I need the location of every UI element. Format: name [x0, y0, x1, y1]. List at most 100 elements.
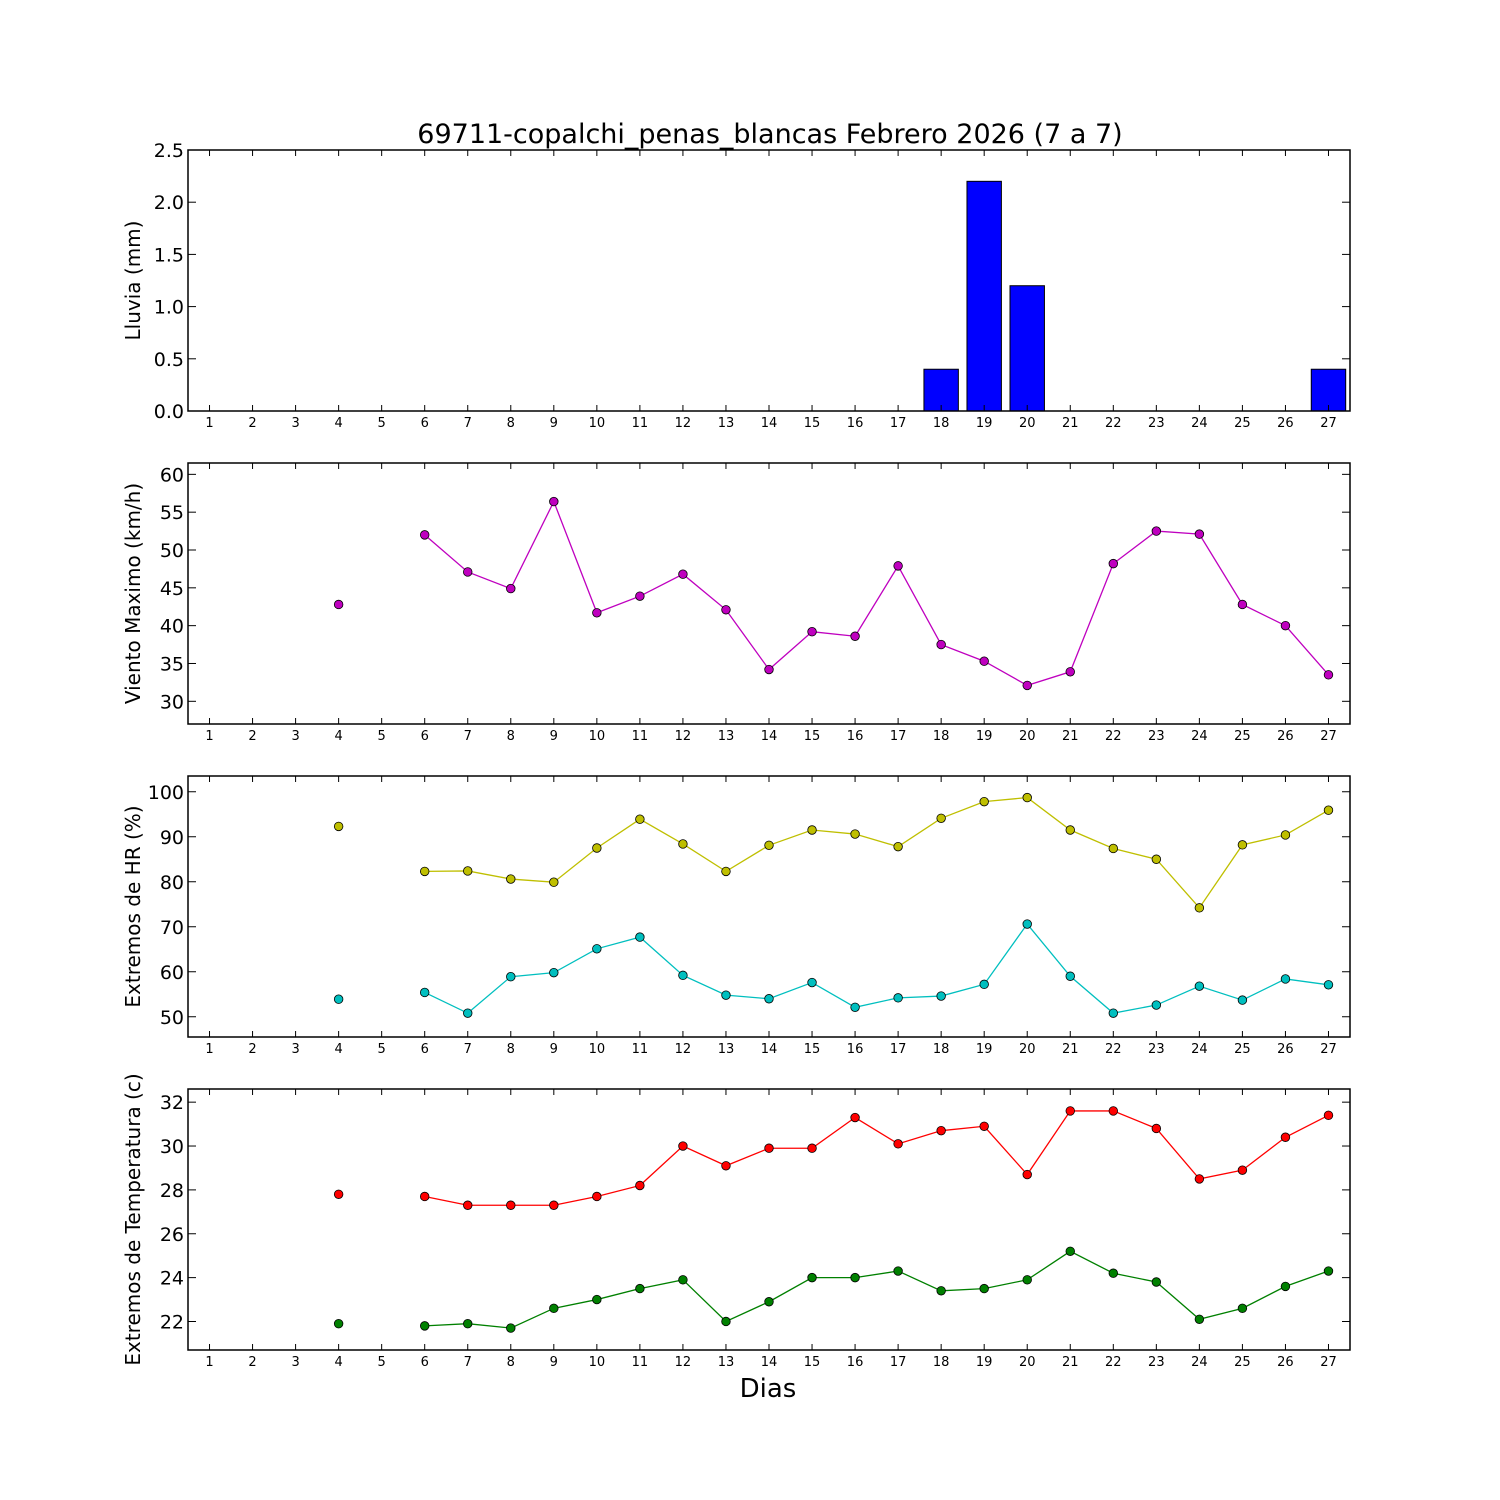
hr-series-0-line-1	[424, 796, 1329, 909]
hr-series-0-point-day-27	[1323, 805, 1334, 815]
x-tick-label: 15	[804, 416, 821, 431]
hr-series-0-point-day-14	[764, 840, 774, 851]
hr-series-0-point-day-4	[333, 821, 344, 832]
x-tick-label: 27	[1320, 729, 1337, 744]
viento-series-0-point-day-25	[1237, 599, 1248, 610]
hr-series-0-point-day-20	[1022, 792, 1032, 803]
x-tick-label: 11	[632, 1042, 649, 1057]
x-tick-label: 16	[847, 1355, 864, 1370]
x-tick-label: 3	[291, 1042, 299, 1057]
y-tick-label: 40	[160, 616, 184, 638]
hr-series-1-point-day-15	[807, 977, 817, 988]
hr-series-1-line-1	[424, 922, 1329, 1014]
temperatura-series-1-point-day-12	[678, 1275, 688, 1285]
viento-series-0-point-day-10	[592, 608, 602, 618]
x-tick-label: 17	[890, 729, 907, 744]
hr-series-1-point-day-7	[463, 1008, 473, 1018]
hr-series-1-point-day-27	[1323, 980, 1334, 990]
x-tick-label: 25	[1234, 1355, 1251, 1370]
hr-series-0-point-day-15	[807, 825, 817, 835]
hr-series-0-point-day-11	[635, 814, 645, 824]
y-tick-label: 0.0	[154, 401, 184, 423]
temperatura-series-0-point-day-24	[1194, 1174, 1205, 1184]
x-tick-label: 25	[1234, 729, 1251, 744]
temperatura-series-0-point-day-12	[678, 1141, 688, 1151]
viento-series-0-point-day-7	[463, 567, 473, 577]
y-tick-label: 90	[160, 827, 184, 849]
hr-series-1-point-day-23	[1151, 1000, 1162, 1010]
hr-series-0-point-day-18	[936, 813, 946, 824]
y-tick-label: 2.0	[154, 192, 184, 214]
temperatura-series-0-point-day-8	[506, 1200, 516, 1210]
x-tick-label: 12	[675, 416, 692, 431]
x-tick-label: 15	[804, 729, 821, 744]
hr-series-0-point-day-10	[592, 843, 602, 853]
temperatura-series-1-point-day-25	[1237, 1303, 1248, 1314]
hr-series-1-point-day-9	[549, 967, 559, 978]
temperatura-series-1-point-day-26	[1280, 1281, 1291, 1292]
temperatura-series-0-point-day-22	[1108, 1106, 1118, 1116]
x-tick-label: 27	[1320, 416, 1337, 431]
temperatura-series-0-point-day-11	[635, 1180, 645, 1191]
x-tick-label: 18	[933, 1042, 950, 1057]
x-tick-label: 23	[1148, 1042, 1165, 1057]
viento-series-0-point-day-24	[1194, 529, 1205, 539]
viento-series-0-point-day-11	[635, 591, 645, 601]
hr-series-0-point-day-12	[678, 839, 688, 849]
hr-series-0-point-day-22	[1108, 843, 1118, 854]
y-tick-label: 24	[160, 1268, 184, 1290]
x-tick-label: 19	[976, 1355, 993, 1370]
temperatura-series-1-point-day-17	[893, 1266, 903, 1276]
hr-series-1-point-day-12	[678, 970, 688, 981]
x-tick-label: 8	[507, 1355, 515, 1370]
viento-series-0-point-day-4	[333, 599, 344, 610]
x-tick-label: 14	[761, 729, 778, 744]
x-tick-label: 27	[1320, 1355, 1337, 1370]
y-tick-label: 80	[160, 872, 184, 894]
y-tick-label: 70	[160, 917, 184, 939]
x-tick-label: 2	[248, 729, 256, 744]
y-tick-label: 1.0	[154, 297, 184, 319]
hr-series-0-point-day-6	[420, 866, 430, 877]
x-tick-label: 9	[550, 729, 558, 744]
temperatura-series-1-point-day-15	[807, 1272, 817, 1283]
hr-series-0-point-day-24	[1194, 903, 1205, 913]
x-tick-label: 6	[421, 416, 429, 431]
y-tick-label: 30	[160, 1136, 184, 1158]
x-tick-label: 1	[205, 1042, 213, 1057]
x-tick-label: 8	[507, 416, 515, 431]
x-tick-label: 3	[291, 729, 299, 744]
hr-series-1-point-day-26	[1280, 974, 1291, 984]
y-tick-label: 50	[160, 540, 184, 562]
temperatura-series-1-point-day-21	[1065, 1246, 1075, 1257]
bar-day-20	[1009, 285, 1045, 412]
x-tick-label: 12	[675, 1355, 692, 1370]
x-axis-label: Dias	[740, 1374, 797, 1404]
x-tick-label: 16	[847, 416, 864, 431]
x-tick-label: 9	[550, 416, 558, 431]
x-tick-label: 2	[248, 1355, 256, 1370]
x-tick-label: 4	[334, 1042, 342, 1057]
x-tick-label: 9	[550, 1355, 558, 1370]
y-tick-label: 0.5	[154, 349, 184, 371]
x-tick-label: 27	[1320, 1042, 1337, 1057]
viento-series-0-point-day-15	[807, 627, 817, 637]
viento-series-0-point-day-20	[1022, 680, 1032, 691]
temperatura-series-1-point-day-27	[1323, 1266, 1334, 1276]
x-tick-label: 8	[507, 729, 515, 744]
x-tick-label: 14	[761, 1355, 778, 1370]
temperatura-series-0-point-day-17	[893, 1139, 903, 1149]
x-tick-label: 16	[847, 1042, 864, 1057]
y-axis-label-lluvia: Lluvia (mm)	[121, 221, 145, 341]
temperatura-series-1-point-day-24	[1194, 1314, 1205, 1324]
plot-frame-viento	[187, 462, 1351, 725]
x-tick-label: 11	[632, 729, 649, 744]
temperatura-series-0-point-day-27	[1323, 1110, 1334, 1121]
hr-series-1-point-day-17	[893, 993, 903, 1003]
hr-series-1-point-day-25	[1237, 995, 1248, 1005]
x-tick-label: 24	[1191, 1042, 1208, 1057]
x-tick-label: 7	[464, 1355, 472, 1370]
x-tick-label: 20	[1019, 1355, 1036, 1370]
hr-series-1-point-day-18	[936, 991, 946, 1001]
